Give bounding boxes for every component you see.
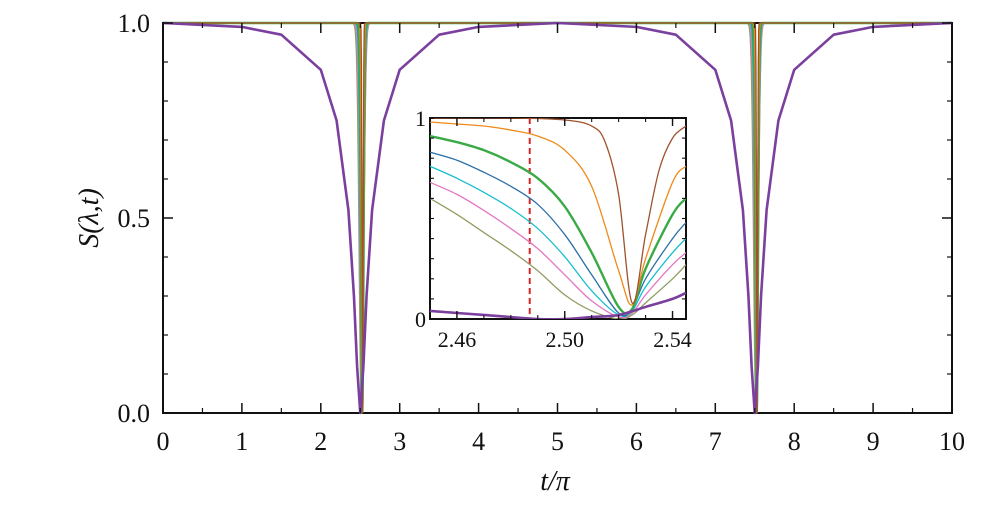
inset-y-tick-label: 0 xyxy=(415,307,426,332)
y-tick-label: 1.0 xyxy=(118,9,151,38)
inset-x-tick-label: 2.50 xyxy=(545,327,584,352)
inset-x-tick-label: 2.54 xyxy=(653,327,692,352)
inset-tick-labels-group: 2.46 2.50 2.54 0 1 xyxy=(415,106,692,352)
x-tick-label: 10 xyxy=(939,427,965,456)
inset-y-tick-label: 1 xyxy=(415,106,426,131)
inset-series-line-6 xyxy=(430,118,686,304)
x-tick-label: 2 xyxy=(314,427,327,456)
inset-series-line-5 xyxy=(430,121,686,306)
x-tick-label: 3 xyxy=(393,427,406,456)
y-tick-label: 0.0 xyxy=(118,399,151,428)
x-tick-label: 6 xyxy=(630,427,643,456)
inset-series-group xyxy=(430,118,686,319)
inset-series-line-2 xyxy=(430,165,686,318)
main-tick-labels-group: 0 1 2 3 4 5 6 7 8 9 100.00.51.0 xyxy=(118,9,966,456)
x-tick-label: 0 xyxy=(157,427,170,456)
inset-series-line-0 xyxy=(430,197,686,319)
x-tick-label: 9 xyxy=(867,427,880,456)
x-tick-label: 5 xyxy=(551,427,564,456)
y-axis-title: S(λ,t) xyxy=(74,188,105,248)
x-tick-label: 4 xyxy=(472,427,485,456)
main-plot: 0 1 2 3 4 5 6 7 8 9 100.00.51.0 t/π S(λ,t) xyxy=(74,9,965,497)
y-tick-label: 0.5 xyxy=(118,204,151,233)
inset-ticks-group xyxy=(429,117,686,319)
x-tick-label: 1 xyxy=(235,427,248,456)
x-axis-title: t/π xyxy=(540,466,571,497)
inset-series-line-4 xyxy=(430,134,686,316)
x-tick-label: 8 xyxy=(788,427,801,456)
inset-series-line-3 xyxy=(430,151,686,317)
inset-plot: 2.46 2.50 2.54 0 1 xyxy=(415,106,692,352)
inset-x-tick-label: 2.46 xyxy=(438,327,477,352)
x-tick-label: 7 xyxy=(709,427,722,456)
main-ticks-group xyxy=(162,22,953,414)
inset-series-line-1 xyxy=(430,181,686,319)
inset-plot-frame xyxy=(429,117,687,320)
